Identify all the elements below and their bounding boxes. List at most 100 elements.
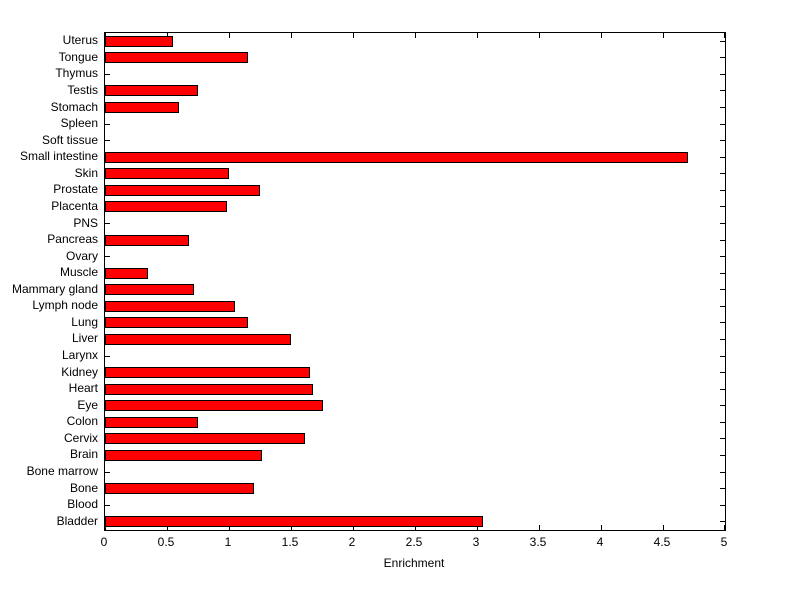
bar-pancreas xyxy=(105,234,190,246)
y-category-label: Heart xyxy=(68,381,98,396)
y-category-label: Lung xyxy=(71,314,98,329)
y-category-label: Pancreas xyxy=(47,232,98,247)
x-tick-bottom xyxy=(352,525,354,530)
y-tick-right xyxy=(720,322,725,324)
y-category-label: Bone marrow xyxy=(26,464,98,479)
plot-area xyxy=(104,32,726,531)
y-category-label: PNS xyxy=(73,215,98,230)
bar-mammary-gland xyxy=(105,284,195,296)
y-category-label: Placenta xyxy=(51,198,98,213)
x-tick-label: 2.5 xyxy=(405,535,423,549)
x-tick-label: 3.5 xyxy=(529,535,547,549)
y-category-label: Colon xyxy=(66,414,98,429)
y-category-label: Lymph node xyxy=(32,298,98,313)
x-tick-label: 0 xyxy=(100,535,108,549)
y-tick-right xyxy=(720,272,725,274)
y-category-label: Eye xyxy=(77,397,98,412)
y-tick-right xyxy=(720,140,725,142)
y-category-label: Larynx xyxy=(61,348,98,363)
y-category-label: Soft tissue xyxy=(41,132,98,147)
x-tick-top xyxy=(538,33,540,38)
x-tick-label: 5 xyxy=(720,535,728,549)
y-tick-right xyxy=(720,488,725,490)
x-tick-label: 0.5 xyxy=(157,535,175,549)
x-tick-bottom xyxy=(724,525,725,530)
y-category-label: Blood xyxy=(67,497,98,512)
x-tick-top xyxy=(166,33,168,38)
y-tick-right xyxy=(720,173,725,175)
y-tick-right xyxy=(720,438,725,440)
y-category-label: Brain xyxy=(69,447,98,462)
y-tick-left xyxy=(105,140,110,142)
bar-uterus xyxy=(105,35,174,47)
bar-brain xyxy=(105,449,263,461)
x-tick-top xyxy=(290,33,292,38)
x-tick-bottom xyxy=(662,525,664,530)
bar-tongue xyxy=(105,52,248,64)
y-tick-right xyxy=(720,206,725,208)
bar-prostate xyxy=(105,184,260,196)
x-tick-label: 1.5 xyxy=(281,535,299,549)
x-tick-label: 4 xyxy=(596,535,604,549)
bar-stomach xyxy=(105,102,180,114)
x-tick-bottom xyxy=(538,525,540,530)
x-tick-label: 1 xyxy=(224,535,232,549)
y-tick-right xyxy=(720,521,725,523)
y-category-label: Uterus xyxy=(62,33,98,48)
x-tick-top xyxy=(662,33,664,38)
y-tick-right xyxy=(720,156,725,158)
y-tick-right xyxy=(720,40,725,42)
bar-liver xyxy=(105,333,291,345)
y-tick-right xyxy=(720,57,725,59)
bar-muscle xyxy=(105,267,149,279)
bar-bladder xyxy=(105,516,484,528)
y-tick-left xyxy=(105,355,110,357)
y-tick-right xyxy=(720,504,725,506)
y-tick-left xyxy=(105,123,110,125)
y-tick-left xyxy=(105,73,110,75)
bar-skin xyxy=(105,168,229,180)
bar-cervix xyxy=(105,433,305,445)
y-tick-right xyxy=(720,239,725,241)
y-tick-right xyxy=(720,123,725,125)
x-axis-tick-labels: 0 0.5 1 1.5 2 2.5 3 3.5 4 4.5 5 xyxy=(100,535,728,549)
x-tick-top xyxy=(352,33,354,38)
y-category-label: Kidney xyxy=(61,364,98,379)
y-category-label: Mammary gland xyxy=(11,281,98,296)
y-category-label: Cervix xyxy=(63,430,98,445)
x-tick-bottom xyxy=(600,525,602,530)
x-tick-label: 3 xyxy=(472,535,480,549)
y-tick-left xyxy=(105,471,110,473)
x-tick-top xyxy=(414,33,416,38)
y-category-label: Stomach xyxy=(50,99,98,114)
y-category-label: Bone xyxy=(69,480,98,495)
y-category-label: Spleen xyxy=(60,116,98,131)
y-category-label: Ovary xyxy=(65,248,98,263)
y-category-label: Tongue xyxy=(58,49,98,64)
x-tick-bottom xyxy=(414,525,416,530)
y-tick-right xyxy=(720,372,725,374)
bar-small-intestine xyxy=(105,151,688,163)
y-tick-right xyxy=(720,90,725,92)
y-tick-right xyxy=(720,289,725,291)
y-tick-right xyxy=(720,189,725,191)
y-category-label: Testis xyxy=(67,82,98,97)
y-tick-right xyxy=(720,256,725,258)
y-tick-right xyxy=(720,338,725,340)
bar-bone xyxy=(105,483,254,495)
y-tick-right xyxy=(720,405,725,407)
y-category-label: Skin xyxy=(74,165,98,180)
y-category-label: Thymus xyxy=(55,66,98,81)
x-tick-top xyxy=(600,33,602,38)
x-tick-bottom xyxy=(476,525,478,530)
y-category-label: Bladder xyxy=(56,513,98,528)
x-axis-title: Enrichment xyxy=(383,556,445,570)
y-tick-right xyxy=(720,305,725,307)
x-tick-top xyxy=(228,33,230,38)
y-tick-right xyxy=(720,223,725,225)
x-tick-top xyxy=(476,33,478,38)
x-tick-bottom xyxy=(166,525,168,530)
y-tick-right xyxy=(720,421,725,423)
x-tick-label: 4.5 xyxy=(653,535,671,549)
bar-lymph-node xyxy=(105,300,236,312)
